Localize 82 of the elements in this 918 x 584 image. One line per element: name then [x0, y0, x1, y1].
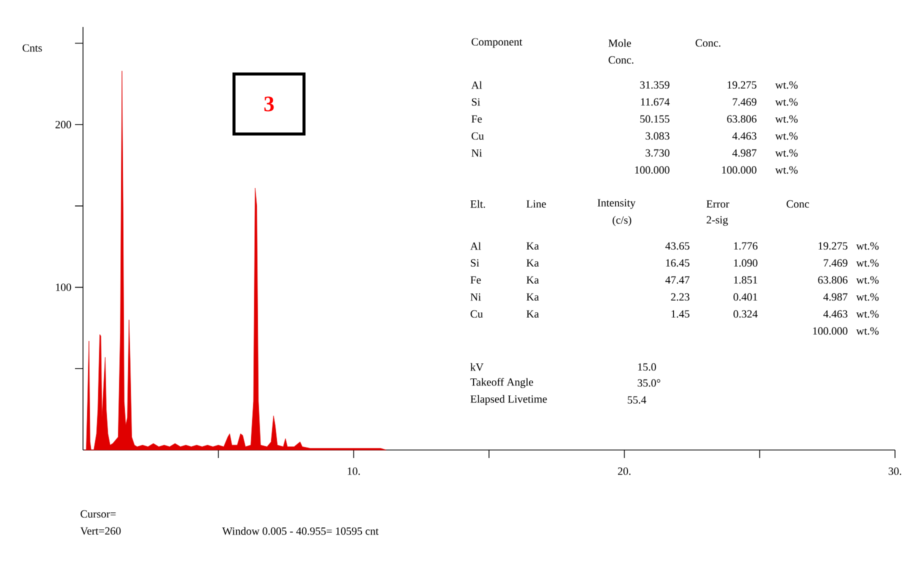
annotation: Ni: [472, 149, 482, 157]
annotation: Line: [526, 200, 546, 208]
y-tick-label: 100: [56, 284, 72, 291]
annotation: 19.275: [728, 81, 756, 89]
annotation: Mole: [608, 39, 631, 47]
annotation: Ka: [526, 242, 539, 250]
annotation: 7.469: [732, 98, 756, 106]
annotation: wt.%: [775, 115, 798, 123]
annotation: 4.987: [823, 293, 848, 301]
annotation: Si: [470, 259, 480, 267]
annotation: Ka: [526, 276, 539, 284]
annotation: 0.324: [734, 310, 758, 318]
x-tick-label: 30.: [888, 468, 902, 475]
annotation: Conc: [786, 200, 809, 208]
annotation: 19.275: [818, 242, 848, 250]
annotation: Si: [472, 98, 480, 106]
text: Cursor=: [80, 510, 116, 518]
annotation: 100.000: [722, 166, 756, 174]
annotation: wt.%: [856, 242, 879, 250]
annotation: 43.65: [665, 242, 690, 250]
annotation: 2.23: [671, 293, 690, 301]
annotation: 7.469: [824, 259, 848, 267]
annotation: 0.401: [734, 293, 758, 301]
annotation: Ka: [526, 310, 539, 318]
annotation: 50.155: [640, 115, 670, 123]
annotation: wt.%: [775, 132, 798, 140]
annotation: Cu: [472, 132, 484, 140]
annotation: 100.000: [813, 327, 848, 335]
annotation: wt.%: [856, 293, 879, 301]
annotation: wt.%: [775, 166, 798, 174]
annotation: Al: [470, 242, 481, 250]
annotation: wt.%: [775, 98, 798, 106]
annotation: 63.806: [818, 276, 848, 284]
annotation: 63.806: [727, 115, 756, 123]
annotation: 4.463: [823, 310, 848, 318]
annotation: 1.090: [734, 259, 758, 267]
annotation: Elapsed Livetime: [470, 395, 547, 405]
annotation: 55.4: [628, 396, 646, 404]
annotation: Fe: [470, 276, 481, 284]
x-tick-label: 20.: [618, 468, 630, 475]
annotation: Conc.: [608, 56, 634, 64]
annotation: wt.%: [775, 81, 798, 89]
annotation: 4.463: [732, 132, 756, 140]
annotation: Elt.: [470, 200, 486, 208]
annotation: wt.%: [775, 149, 798, 157]
annotation: Conc.: [696, 39, 720, 47]
annotation: Ni: [470, 293, 481, 301]
annotation: 31.359: [640, 81, 670, 89]
annotation: 1.776: [734, 242, 758, 250]
y-axis-title: Cnts: [22, 44, 42, 52]
annotation: 47.47: [665, 276, 690, 284]
annotation: 3.730: [646, 149, 670, 157]
annotation: Intensity: [598, 199, 636, 209]
annotation: 15.0: [638, 363, 656, 371]
annotation: 3: [264, 96, 274, 112]
annotation: Cu: [470, 310, 483, 318]
annotation: wt.%: [856, 259, 879, 267]
annotation: Component: [472, 38, 522, 48]
text: Vert=260: [80, 527, 121, 535]
annotation: wt.%: [856, 327, 879, 335]
annotation: Ka: [526, 259, 539, 267]
annotation: 100.000: [635, 166, 670, 174]
y-tick-label: 200: [56, 120, 72, 128]
x-tick-label: 10.: [348, 468, 360, 475]
annotation: Al: [471, 81, 482, 89]
annotation: kV: [470, 363, 484, 371]
annotation: 11.674: [641, 98, 670, 106]
annotation: Fe: [472, 115, 482, 123]
annotation: (c/s): [612, 216, 632, 226]
annotation: 35.0°: [638, 379, 660, 387]
annotation: 1.45: [672, 310, 690, 318]
annotation: 4.987: [732, 149, 756, 157]
annotation: Error: [706, 200, 730, 208]
annotation: 2-sig: [706, 216, 728, 226]
annotation: Ka: [526, 293, 539, 301]
annotation: wt.%: [856, 310, 879, 318]
annotation: wt.%: [856, 276, 879, 284]
text: Window 0.005 - 40.955= 10595 cnt: [222, 527, 379, 535]
annotation: 3.083: [646, 132, 670, 140]
annotation: 1.851: [734, 276, 758, 284]
annotation: 16.45: [666, 259, 690, 267]
annotation: Takeoff Angle: [470, 378, 534, 388]
